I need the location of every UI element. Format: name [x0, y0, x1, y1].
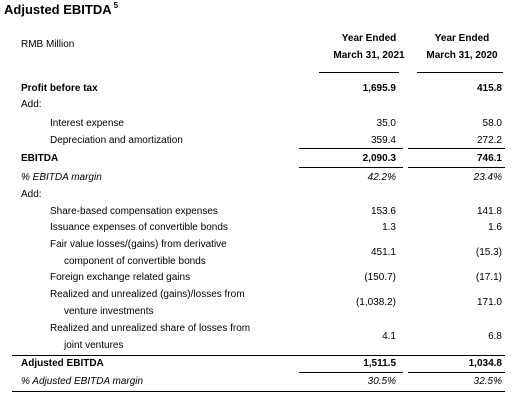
header-rule-2020	[417, 72, 503, 73]
table-row-interest-expense: Interest expense 35.0 58.0	[0, 115, 519, 132]
table-row-add: Add:	[0, 96, 519, 113]
header-rule-2021	[319, 72, 399, 73]
value-2020: (17.1)	[475, 272, 502, 283]
column-header-2021: Year Ended March 31, 2021	[304, 30, 434, 64]
row-label: Adjusted EBITDA	[21, 358, 104, 369]
column-header-line2: March 31, 2021	[333, 50, 405, 61]
value-2020: 415.8	[476, 83, 502, 94]
row-label: Realized and unrealized share of losses …	[50, 320, 250, 354]
row-label: Add:	[21, 189, 42, 200]
row-label: Issuance expenses of convertible bonds	[50, 222, 228, 233]
row-label-line1: Realized and unrealized (gains)/losses f…	[50, 289, 245, 300]
value-2020: 6.8	[488, 331, 502, 342]
table-row-joint-ventures: Realized and unrealized share of losses …	[0, 320, 519, 354]
value-2020: 23.4%	[473, 172, 502, 183]
table-row-adjusted-ebitda: Adjusted EBITDA 1,511.5 1,034.8	[0, 355, 519, 372]
value-2021: 359.4	[370, 135, 396, 146]
value-2020: 746.1	[476, 153, 502, 164]
value-2020: 171.0	[476, 297, 502, 308]
value-2021: 35.0	[376, 118, 396, 129]
row-label: Add:	[21, 99, 42, 110]
adjusted-total-rule-2021	[299, 372, 403, 373]
table-row-ebitda-margin: % EBITDA margin 42.2% 23.4%	[0, 169, 519, 186]
footnote-marker: 5	[113, 1, 119, 10]
table-row-depreciation: Depreciation and amortization 359.4 272.…	[0, 132, 519, 149]
value-2020: 272.2	[476, 135, 502, 146]
value-2021: 1,511.5	[363, 358, 396, 369]
value-2020: (15.3)	[475, 247, 502, 258]
value-2021: (150.7)	[364, 272, 396, 283]
value-2020: 1,034.8	[468, 358, 502, 369]
value-2021: 42.2%	[367, 172, 396, 183]
column-header-line1: Year Ended	[434, 33, 490, 44]
row-label: Foreign exchange related gains	[50, 272, 191, 283]
row-label: EBITDA	[21, 153, 59, 164]
table-row-add: Add:	[0, 186, 519, 203]
row-label-line1: Fair value losses/(gains) from derivativ…	[50, 239, 227, 250]
value-2020: 58.0	[482, 118, 502, 129]
table-row-share-based-comp: Share-based compensation expenses 153.6 …	[0, 203, 519, 220]
adjusted-total-rule-2020	[408, 372, 505, 373]
value-2020: 32.5%	[473, 376, 502, 387]
row-label: Depreciation and amortization	[50, 135, 183, 146]
row-label: Interest expense	[50, 118, 124, 129]
total-rule-2021	[299, 167, 403, 168]
value-2021: 4.1	[382, 331, 396, 342]
row-label: Profit before tax	[21, 83, 98, 94]
row-label-line1: Realized and unrealized share of losses …	[50, 323, 251, 334]
row-label: Realized and unrealized (gains)/losses f…	[50, 286, 245, 320]
row-label-line2: component of convertible bonds	[64, 256, 206, 267]
title-text: Adjusted EBITDA	[4, 2, 112, 17]
subtotal-rule-2020	[408, 148, 505, 149]
row-label-line2: venture investments	[64, 306, 154, 317]
value-2021: 153.6	[370, 206, 396, 217]
total-rule-2020	[408, 167, 505, 168]
value-2021: 1.3	[382, 222, 396, 233]
row-label: Share-based compensation expenses	[50, 206, 218, 217]
table-row-profit-before-tax: Profit before tax 1,695.9 415.8	[0, 80, 519, 97]
value-2021: 2,090.3	[362, 153, 396, 164]
table-row-adjusted-ebitda-margin: % Adjusted EBITDA margin 30.5% 32.5%	[0, 373, 519, 390]
value-2020: 141.8	[476, 206, 502, 217]
column-header-2020: Year Ended March 31, 2020	[412, 30, 512, 64]
column-header-line2: March 31, 2020	[426, 50, 498, 61]
row-label: Fair value losses/(gains) from derivativ…	[50, 236, 227, 270]
table-row-fx-gains: Foreign exchange related gains (150.7) (…	[0, 269, 519, 286]
table-row-issuance-expenses: Issuance expenses of convertible bonds 1…	[0, 219, 519, 236]
page-title: Adjusted EBITDA 5	[4, 1, 119, 17]
table-row-ebitda: EBITDA 2,090.3 746.1	[0, 150, 519, 167]
row-label: % EBITDA margin	[21, 172, 102, 183]
adjusted-ebitda-top-rule	[12, 355, 505, 356]
row-label-line2: joint ventures	[64, 340, 124, 351]
value-2021: 1,695.9	[362, 83, 396, 94]
value-2021: (1,038.2)	[355, 297, 396, 308]
table-row-fair-value: Fair value losses/(gains) from derivativ…	[0, 236, 519, 270]
table-row-venture-investments: Realized and unrealized (gains)/losses f…	[0, 286, 519, 320]
subtotal-rule-2021	[299, 148, 403, 149]
value-2021: 451.1	[370, 247, 396, 258]
value-2020: 1.6	[488, 222, 502, 233]
column-header-line1: Year Ended	[341, 33, 397, 44]
table-bottom-rule	[12, 391, 505, 392]
row-label: % Adjusted EBITDA margin	[21, 376, 144, 387]
value-2021: 30.5%	[367, 376, 396, 387]
unit-label: RMB Million	[21, 39, 75, 50]
